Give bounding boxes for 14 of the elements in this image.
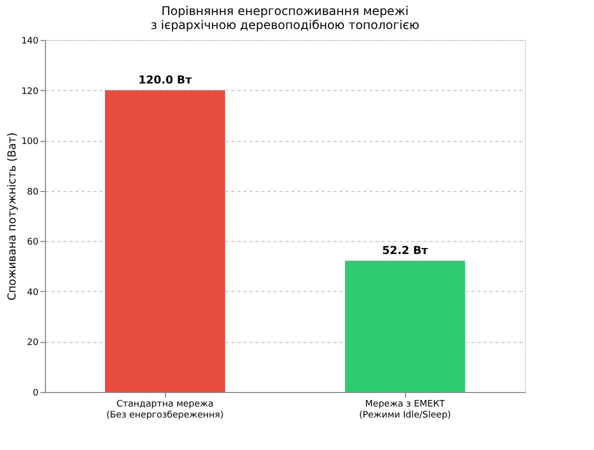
data-label: 52.2 Вт xyxy=(382,244,428,257)
y-tick-label: 40 xyxy=(27,288,39,298)
data-label: 120.0 Вт xyxy=(138,73,192,86)
y-tick-label: 140 xyxy=(21,36,39,46)
y-tick-label: 120 xyxy=(21,86,39,97)
x-tick-label: Стандартна мережа (Без енергозбереження) xyxy=(106,400,224,420)
x-tick-label: Мережа з ЕМЕКТ (Режими Idle/Sleep) xyxy=(359,400,451,420)
y-tick-label: 100 xyxy=(21,137,39,148)
y-tick-label: 60 xyxy=(27,238,39,248)
y-tick-label: 80 xyxy=(27,187,39,198)
y-tick-label: 0 xyxy=(32,388,39,398)
y-tick-label: 20 xyxy=(27,338,39,348)
chart-title: Порівняння енергоспоживання мережі з ієрархічною деревоподібною топологією xyxy=(150,4,420,32)
y-axis-title: Споживана потужність (Ват) xyxy=(5,132,18,301)
